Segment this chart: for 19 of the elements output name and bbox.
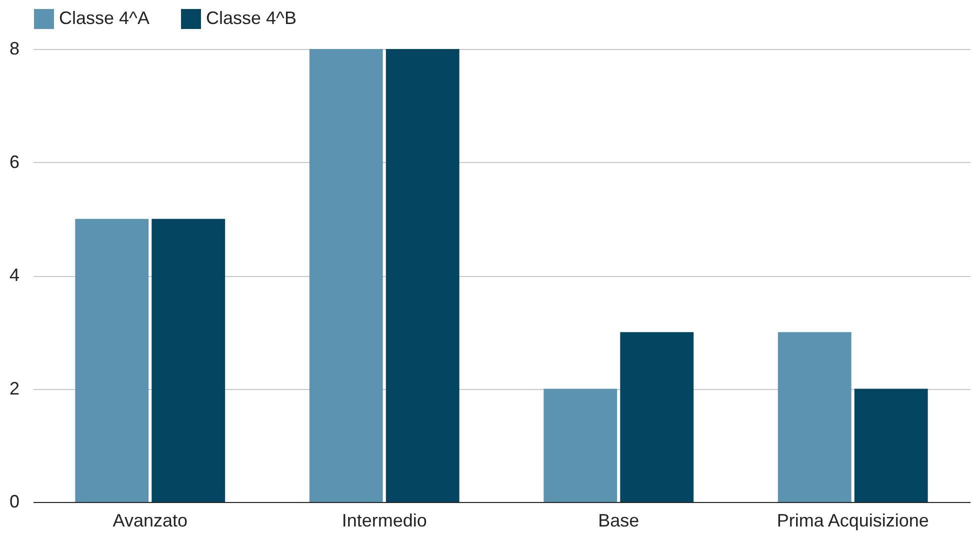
y-tick-label: 4	[9, 265, 20, 285]
y-tick-label: 6	[9, 152, 20, 172]
y-tick-label: 8	[9, 38, 20, 58]
y-tick-label: 2	[9, 378, 20, 398]
bar	[620, 332, 694, 502]
bar	[778, 332, 852, 502]
bar	[152, 218, 226, 502]
bar	[544, 388, 618, 502]
x-tick-label: Prima Acquisizione	[776, 510, 929, 530]
legend-label: Classe 4^B	[206, 8, 296, 28]
y-tick-label: 0	[9, 492, 20, 512]
x-tick-label: Intermedio	[342, 510, 427, 530]
legend-label: Classe 4^A	[59, 8, 150, 28]
x-tick-label: Base	[598, 510, 640, 530]
bar	[75, 218, 149, 502]
x-tick-label: Avanzato	[112, 510, 188, 530]
bar	[309, 49, 383, 502]
bar	[854, 388, 928, 502]
bar	[386, 49, 460, 502]
